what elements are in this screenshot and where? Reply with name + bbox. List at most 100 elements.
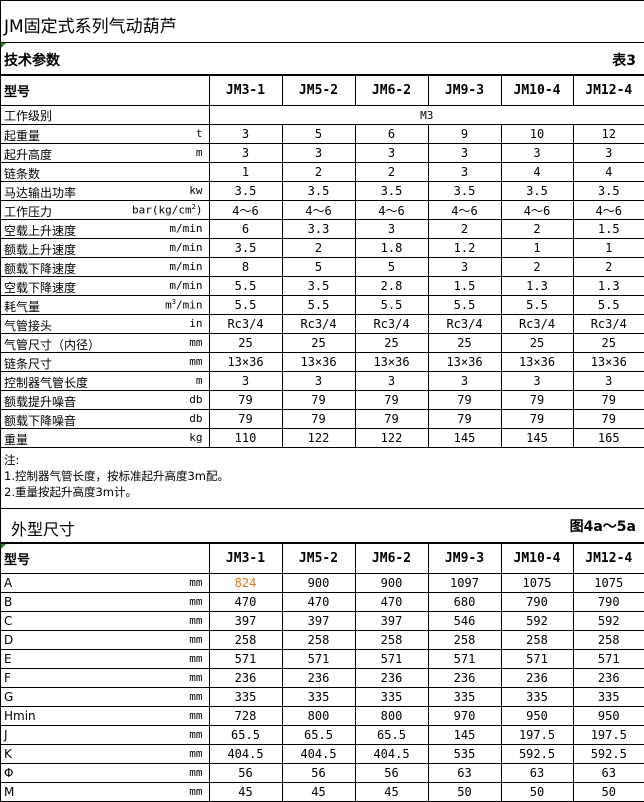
row-label: G bbox=[4, 690, 14, 704]
model-header-jm5-2: JM5-2 bbox=[281, 543, 356, 574]
row-label-cell: 额载下降噪音 db bbox=[1, 409, 210, 429]
value-cell: 3 bbox=[500, 371, 574, 391]
cell-comment-marker-icon bbox=[1, 43, 6, 48]
title-row: JM固定式系列气动葫芦 bbox=[1, 0, 644, 43]
row-label-cell: 耗气量 m3/min bbox=[1, 295, 210, 315]
value-cell: 3.5 bbox=[208, 238, 283, 258]
tech-table-ref: 表3 bbox=[612, 53, 636, 69]
value-cell: 824 bbox=[208, 573, 283, 593]
value-cell: 13×36 bbox=[281, 352, 356, 372]
table-row: 重量 kg 110 122 122 145 145 165 bbox=[1, 428, 644, 448]
value-cell: 335 bbox=[208, 687, 283, 707]
value-cell: 5 bbox=[281, 124, 356, 144]
value-cell: 1075 bbox=[572, 573, 644, 593]
value-cell: 12 bbox=[572, 124, 644, 144]
row-label: A bbox=[4, 576, 13, 590]
unit-label: mm bbox=[189, 336, 203, 349]
value-cell: 790 bbox=[572, 592, 644, 612]
value-cell: 1075 bbox=[500, 573, 574, 593]
value-cell: 546 bbox=[427, 611, 502, 631]
value-cell: 50 bbox=[427, 782, 502, 802]
value-cell: 6 bbox=[208, 219, 283, 239]
model-header-jm10-4: JM10-4 bbox=[500, 75, 574, 106]
value-cell: 571 bbox=[281, 649, 356, 669]
value-cell: 197.5 bbox=[500, 725, 574, 745]
value-cell: 1 bbox=[500, 238, 574, 258]
value-cell: 571 bbox=[500, 649, 574, 669]
value-cell: 3.5 bbox=[281, 181, 356, 201]
row-label: E bbox=[4, 652, 12, 666]
value-cell: 5.5 bbox=[354, 295, 429, 315]
value-cell: 2 bbox=[500, 257, 574, 277]
row-label: 起升高度 bbox=[4, 148, 53, 162]
value-cell: 592.5 bbox=[500, 744, 574, 764]
value-cell: 145 bbox=[500, 428, 574, 448]
note-line: 1.控制器气管长度，按标准起升高度3m配。 bbox=[4, 469, 229, 483]
value-cell: 79 bbox=[572, 409, 644, 429]
value-cell: 900 bbox=[281, 573, 356, 593]
value-cell: 535 bbox=[427, 744, 502, 764]
table-row: 控制器气管长度 m 3 3 3 3 3 3 bbox=[1, 371, 644, 391]
value-cell: 3 bbox=[427, 162, 502, 182]
value-cell: Rc3/4 bbox=[572, 314, 644, 334]
tech-section-header: 技术参数 表3 bbox=[1, 43, 644, 75]
value-cell: 5.5 bbox=[427, 295, 502, 315]
value-cell: 3.5 bbox=[500, 181, 574, 201]
table-row: 气管接头 in Rc3/4 Rc3/4 Rc3/4 Rc3/4 Rc3/4 Rc3/4 bbox=[1, 314, 644, 334]
value-cell: 25 bbox=[354, 333, 429, 353]
model-header-jm9-3: JM9-3 bbox=[427, 75, 502, 106]
model-header-jm6-2: JM6-2 bbox=[354, 543, 429, 574]
row-label: M bbox=[4, 785, 15, 799]
value-cell: 165 bbox=[572, 428, 644, 448]
value-cell: 25 bbox=[500, 333, 574, 353]
value-cell: 800 bbox=[281, 706, 356, 726]
value-cell: 3 bbox=[208, 143, 283, 163]
value-cell: 3 bbox=[572, 371, 644, 391]
model-header-jm10-4: JM10-4 bbox=[500, 543, 574, 574]
value-cell: 335 bbox=[354, 687, 429, 707]
header-row: 型号 JM3-1 JM5-2 JM6-2 JM9-3 JM10-4 JM12-4 bbox=[1, 543, 644, 574]
value-cell: 3 bbox=[208, 371, 283, 391]
value-cell: 45 bbox=[208, 782, 283, 802]
value-cell: 3 bbox=[572, 143, 644, 163]
unit-label: mm bbox=[189, 576, 203, 589]
value-cell: 2 bbox=[354, 162, 429, 182]
row-label: 空载下降速度 bbox=[4, 281, 77, 295]
row-label-cell: 工作压力 bar(kg/cm2) bbox=[1, 200, 210, 220]
value-cell: 592 bbox=[572, 611, 644, 631]
value-cell: 950 bbox=[572, 706, 644, 726]
row-label: D bbox=[4, 633, 14, 647]
unit-label: m bbox=[195, 374, 203, 387]
value-cell: 197.5 bbox=[572, 725, 644, 745]
value-cell: Rc3/4 bbox=[500, 314, 574, 334]
unit-label: kg bbox=[189, 431, 203, 444]
value-cell: 4～6 bbox=[500, 200, 574, 220]
value-cell: 3 bbox=[500, 143, 574, 163]
row-label-cell: 气管接头 in bbox=[1, 314, 210, 334]
value-cell: 79 bbox=[354, 409, 429, 429]
value-cell: 6 bbox=[354, 124, 429, 144]
unit-label: m3/min bbox=[165, 298, 203, 312]
unit-label: mm bbox=[189, 355, 203, 368]
value-cell: 5 bbox=[354, 257, 429, 277]
value-cell: 5.5 bbox=[281, 295, 356, 315]
row-label: K bbox=[4, 747, 12, 761]
value-cell: 571 bbox=[572, 649, 644, 669]
row-label-cell: Hmin mm bbox=[1, 706, 210, 726]
value-cell: Rc3/4 bbox=[427, 314, 502, 334]
work-class-label: 工作级别 bbox=[1, 105, 210, 125]
value-cell: 404.5 bbox=[354, 744, 429, 764]
table-row: 链条尺寸 mm 13×36 13×36 13×36 13×36 13×36 13×36 bbox=[1, 352, 644, 372]
note-line: 2.重量按起升高度3m计。 bbox=[4, 485, 137, 499]
tech-table: 型号 JM3-1 JM5-2 JM6-2 JM9-3 JM10-4 JM12-4 工作级别 M3… bbox=[1, 75, 644, 448]
value-cell: 2 bbox=[427, 219, 502, 239]
value-cell: 335 bbox=[500, 687, 574, 707]
value-cell: 470 bbox=[208, 592, 283, 612]
table-row: 工作压力 bar(kg/cm2) 4～6 4～6 4～6 4～6 4～6 4～6 bbox=[1, 200, 644, 220]
